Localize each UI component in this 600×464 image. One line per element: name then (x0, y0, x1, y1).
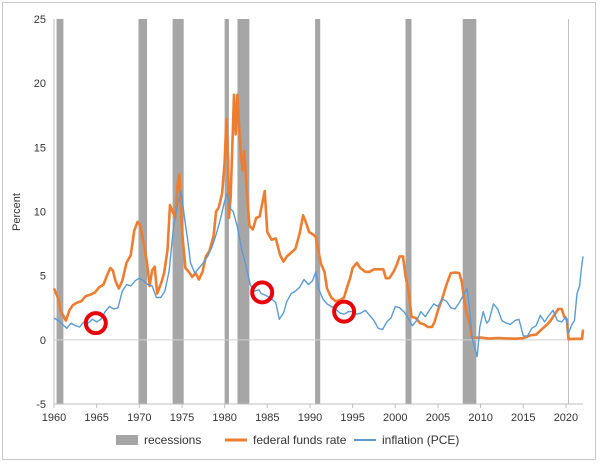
x-tick-label: 1960 (42, 412, 66, 424)
y-tick-label: 15 (34, 142, 46, 154)
x-tick-label: 2010 (468, 412, 492, 424)
chart-frame (2, 2, 596, 460)
y-tick-label: 10 (34, 207, 46, 219)
recession-band (405, 19, 412, 404)
x-tick-label: 1975 (170, 412, 194, 424)
y-tick-label: 20 (34, 78, 46, 90)
x-tick-labels: 1960 1965 1970 1975 1980 1985 1990 1995 2000 2005… (42, 404, 578, 424)
legend-label-recessions: recessions (144, 433, 201, 447)
x-tick-label: 1995 (340, 412, 364, 424)
y-axis-label: Percent (11, 193, 23, 231)
circle-marker (332, 299, 357, 324)
x-tick-label: 1980 (212, 412, 236, 424)
y-tick-label: 25 (34, 14, 46, 26)
y-tick-labels: -5 0 5 10 15 20 25 (34, 14, 46, 411)
y-tick-label: 5 (40, 271, 46, 283)
legend-label-inflation-pce: inflation (PCE) (382, 433, 459, 447)
annotation-markers (83, 280, 357, 336)
recession-band (237, 19, 250, 404)
x-tick-label: 1970 (127, 412, 151, 424)
series-line-federal-funds-rate (52, 93, 585, 341)
x-tick-label: 1990 (298, 412, 322, 424)
circle-marker (83, 311, 108, 336)
legend-swatch-recessions (116, 435, 138, 445)
recession-band (56, 19, 64, 404)
series-lines (52, 93, 585, 358)
recession-bands (56, 19, 477, 404)
x-tick-label: 2000 (383, 412, 407, 424)
legend-label-federal-funds-rate: federal funds rate (253, 433, 347, 447)
series-line-inflation-pce (53, 190, 584, 358)
legend: recessions federal funds rate inflation (P… (116, 433, 459, 447)
recession-band (172, 19, 184, 404)
x-tick-label: 2015 (511, 412, 535, 424)
recession-band (138, 19, 148, 404)
x-tick-label: 1985 (255, 412, 279, 424)
y-tick-label: 0 (40, 335, 46, 347)
x-tick-label: 2005 (426, 412, 450, 424)
recession-band (315, 19, 321, 404)
recession-band (224, 19, 229, 404)
x-tick-label: 2020 (554, 412, 578, 424)
x-tick-label: 1965 (84, 412, 108, 424)
y-tick-label: -5 (36, 399, 46, 411)
circle-marker (250, 280, 275, 305)
